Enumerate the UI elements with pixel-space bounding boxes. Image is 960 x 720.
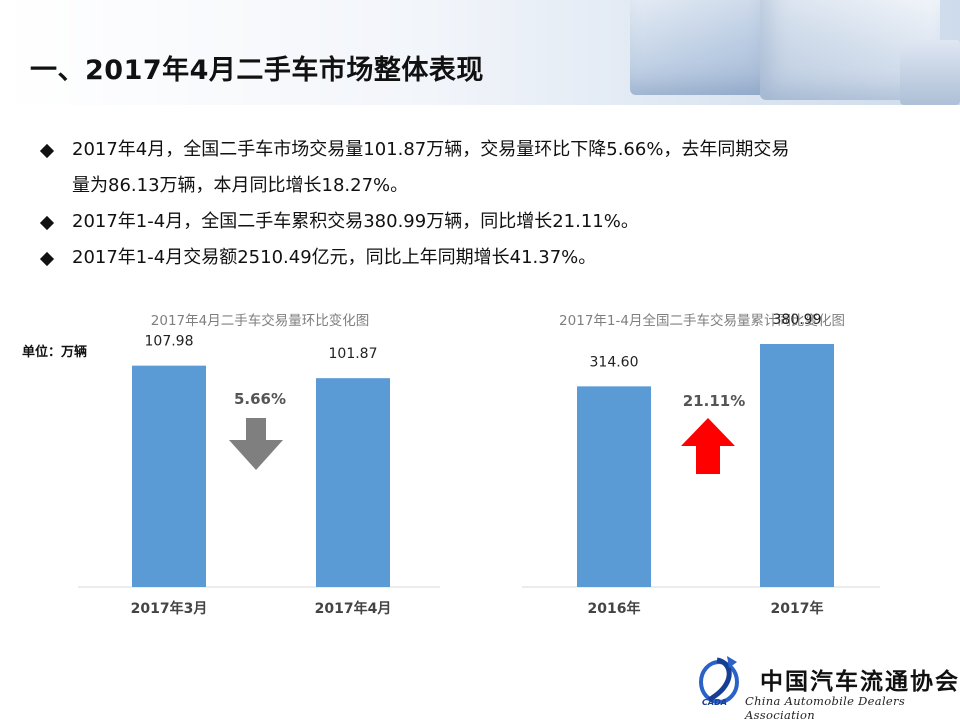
bullet-item: 2017年1-4月交易额2510.49亿元，同比上年同期增长41.37%。 [39, 240, 922, 276]
org-name-en: China Automobile Dealers Association [745, 694, 906, 720]
category-label: 2017年 [771, 600, 824, 617]
chart-title-left: 2017年4月二手车交易量环比变化图 [150, 313, 370, 329]
change-percent-label: 5.66% [234, 390, 286, 408]
page-title: 一、2017年4月二手车市场整体表现 [30, 55, 484, 86]
org-name-cn: 中国汽车流通协会 [760, 668, 960, 695]
data-label: 101.87 [329, 346, 378, 362]
bullet-text: 2017年1-4月，全国二手车累积交易380.99万辆，同比增长21.11%。 [72, 211, 639, 232]
chart-title-right: 2017年1-4月全国二手车交易量累计同比变化图 [559, 313, 845, 329]
cube-decoration [630, 0, 780, 95]
data-label: 380.99 [773, 312, 822, 328]
bar-2 [760, 344, 834, 587]
bullet-item-continued: 量为86.13万辆，本月同比增长18.27%。 [42, 168, 922, 204]
bullet-text: 2017年1-4月交易额2510.49亿元，同比上年同期增长41.37%。 [72, 247, 597, 268]
bar-2 [316, 378, 390, 587]
category-label: 2017年4月 [315, 600, 392, 617]
bar-1 [577, 386, 651, 587]
up-arrow-icon [681, 418, 735, 474]
bullet-item: 2017年4月，全国二手车市场交易量101.87万辆，交易量环比下降5.66%，… [39, 132, 922, 168]
down-arrow-icon [229, 418, 283, 470]
bullet-text: 2017年4月，全国二手车市场交易量101.87万辆，交易量环比下降5.66%，… [72, 139, 790, 160]
category-label: 2016年 [588, 600, 641, 617]
unit-label: 单位：万辆 [22, 345, 88, 360]
header-banner [0, 0, 960, 105]
logo-text: CADA [702, 698, 727, 707]
bullet-item: 2017年1-4月，全国二手车累积交易380.99万辆，同比增长21.11%。 [39, 204, 922, 240]
change-percent-label: 21.11% [683, 392, 745, 410]
data-label: 314.60 [590, 354, 639, 370]
cube-decoration [900, 40, 960, 105]
summary-bullets: 2017年4月，全国二手车市场交易量101.87万辆，交易量环比下降5.66%，… [39, 132, 922, 276]
category-label: 2017年3月 [131, 600, 208, 617]
cada-logo-icon [699, 656, 739, 704]
bullet-text: 量为86.13万辆，本月同比增长18.27%。 [72, 175, 409, 196]
bar-1 [132, 365, 206, 587]
data-label: 107.98 [145, 334, 194, 350]
